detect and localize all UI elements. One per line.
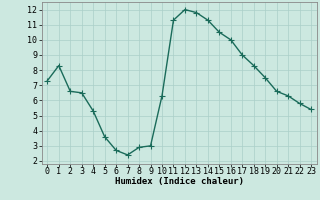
X-axis label: Humidex (Indice chaleur): Humidex (Indice chaleur) <box>115 177 244 186</box>
